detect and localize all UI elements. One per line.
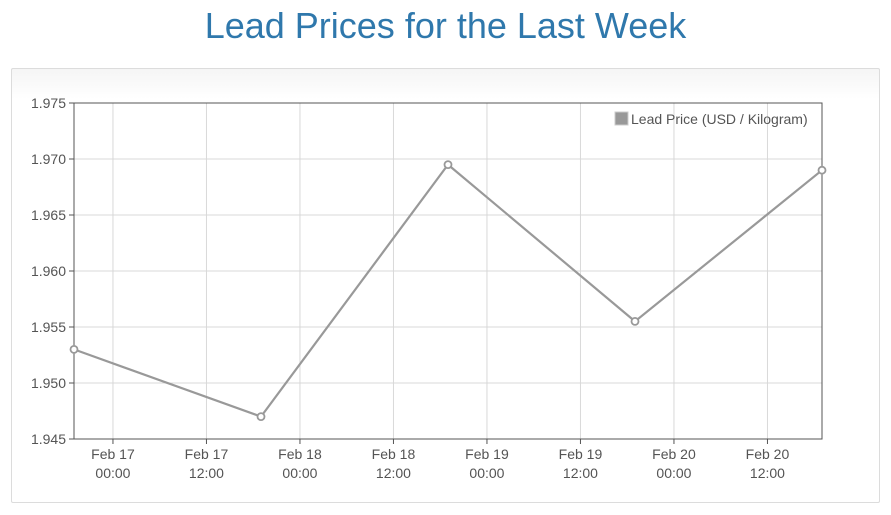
x-tick-label-date: Feb 18: [278, 446, 322, 462]
x-tick-label-date: Feb 19: [465, 446, 509, 462]
x-tick-label-date: Feb 17: [185, 446, 229, 462]
chart-panel: [11, 68, 880, 503]
x-tick-label-date: Feb 20: [652, 446, 696, 462]
y-tick-label: 1.965: [31, 207, 66, 223]
x-tick-label-time: 12:00: [563, 465, 598, 481]
x-tick-label-time: 00:00: [656, 465, 691, 481]
legend-swatch: [614, 111, 629, 126]
x-tick-label-date: Feb 17: [91, 446, 135, 462]
x-tick-label-time: 12:00: [189, 465, 224, 481]
series-layer: [69, 160, 827, 422]
x-tick-label-time: 00:00: [469, 465, 504, 481]
legend-label: Lead Price (USD / Kilogram): [631, 111, 808, 127]
data-point[interactable]: [817, 165, 827, 175]
plot-area-frame: [73, 102, 823, 440]
data-point[interactable]: [443, 160, 453, 170]
legend: Lead Price (USD / Kilogram): [614, 111, 808, 127]
x-tick-label-date: Feb 19: [559, 446, 603, 462]
page-title: Lead Prices for the Last Week: [204, 5, 687, 46]
y-tick-label: 1.970: [31, 151, 66, 167]
x-tick-label-time: 00:00: [282, 465, 317, 481]
y-tick-label: 1.960: [31, 263, 66, 279]
data-point[interactable]: [69, 344, 79, 354]
x-tick-label-time: 12:00: [750, 465, 785, 481]
x-axis-ticks: Feb 17 00:00 Feb 17 12:00 Feb 18 00:00 Feb 18 1…: [91, 439, 789, 481]
x-tick-label-time: 12:00: [376, 465, 411, 481]
y-tick-label: 1.945: [31, 431, 66, 447]
y-axis-ticks: 1.945 1.950 1.955 1.960 1.965 1.970 1.975: [31, 95, 74, 447]
y-tick-label: 1.975: [31, 95, 66, 111]
data-point[interactable]: [630, 316, 640, 326]
x-tick-label-date: Feb 18: [372, 446, 416, 462]
x-tick-label-date: Feb 20: [746, 446, 790, 462]
y-tick-label: 1.955: [31, 319, 66, 335]
y-tick-label: 1.950: [31, 375, 66, 391]
series-line: [73, 163, 823, 418]
data-point[interactable]: [256, 412, 266, 422]
x-tick-label-time: 00:00: [95, 465, 130, 481]
